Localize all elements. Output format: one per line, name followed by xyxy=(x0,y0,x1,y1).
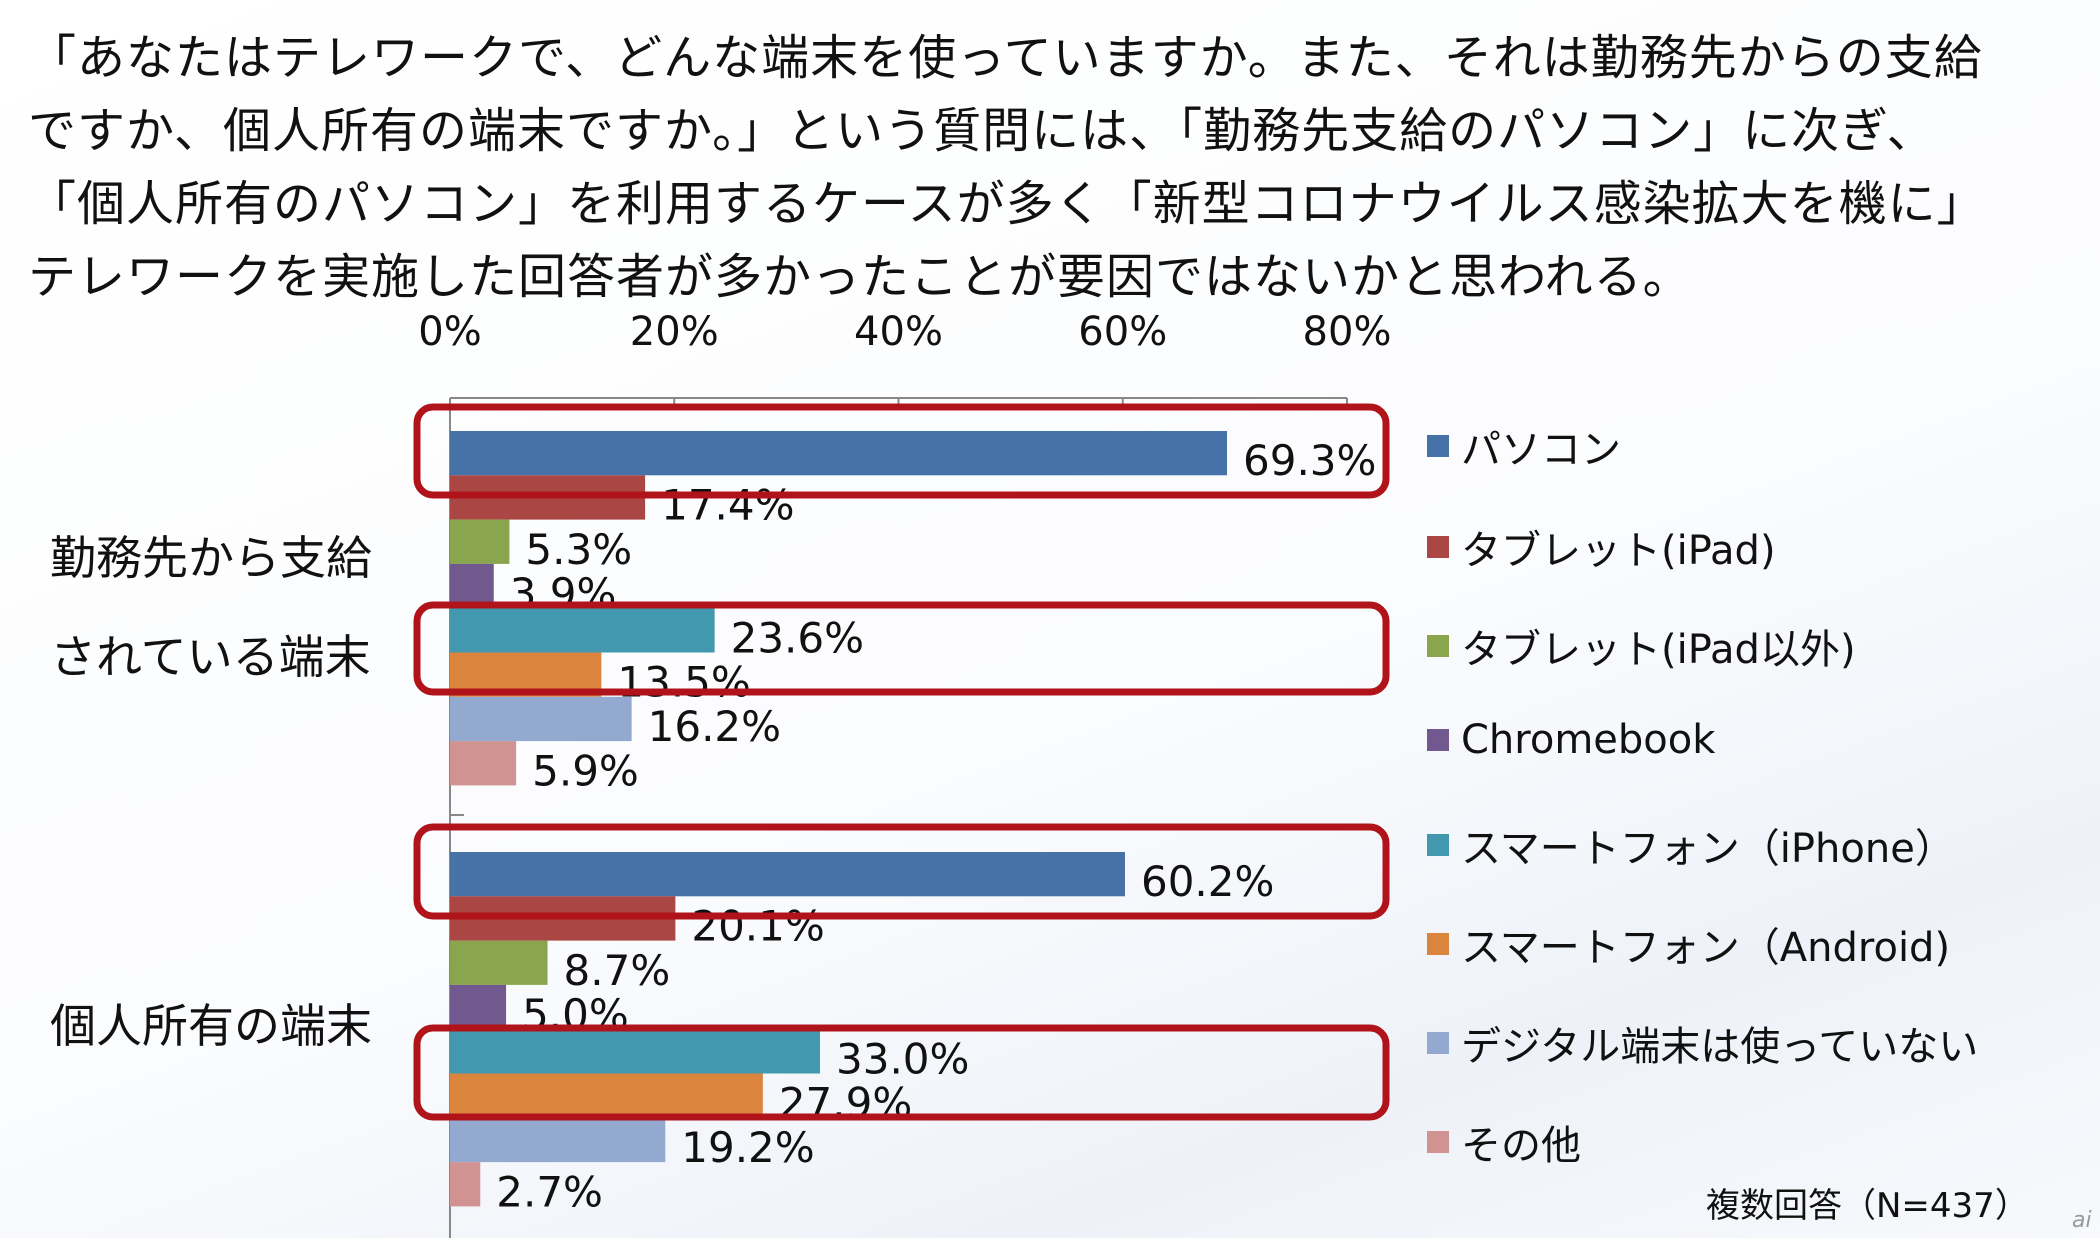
highlight-box xyxy=(413,403,1390,499)
legend-swatch xyxy=(1427,1032,1449,1054)
description-paragraph: 「あなたはテレワークで、どんな端末を使っていますか。また、それは勤務先からの支給… xyxy=(28,22,2088,314)
legend-item: デジタル端末は使っていない xyxy=(1427,1014,1978,1072)
data-label: 19.2% xyxy=(681,1123,814,1172)
data-label: 5.3% xyxy=(525,525,632,574)
data-label: 69.3% xyxy=(1243,436,1376,485)
legend-label: Chromebook xyxy=(1461,717,1716,763)
paragraph-line: 「個人所有のパソコン」を利用するケースが多く「新型コロナウイルス感染拡大を機に」 xyxy=(28,176,1986,232)
paragraph-line: テレワークを実施した回答者が多かったことが要因ではないかと思われる。 xyxy=(28,249,1692,305)
bar xyxy=(450,1029,821,1074)
bar xyxy=(450,1073,763,1118)
x-tick-label: 80% xyxy=(1303,309,1392,355)
legend-item: スマートフォン（iPhone） xyxy=(1427,816,1955,874)
legend-item: スマートフォン（Android) xyxy=(1427,915,1950,973)
x-tick-label: 60% xyxy=(1078,309,1167,355)
paragraph-line: 「あなたはテレワークで、どんな端末を使っていますか。また、それは勤務先からの支給 xyxy=(28,30,1983,86)
category-label-company-line2: されている端末 xyxy=(50,630,371,684)
bar xyxy=(450,1162,481,1207)
category-label-personal: 個人所有の端末 xyxy=(50,999,372,1053)
bar xyxy=(450,519,510,564)
bar xyxy=(450,741,517,786)
highlight-box xyxy=(413,823,1390,920)
legend-swatch xyxy=(1427,933,1449,955)
legend-swatch xyxy=(1427,635,1449,657)
legend-item: タブレット(iPad) xyxy=(1427,518,1776,576)
legend-item: タブレット(iPad以外) xyxy=(1427,617,1856,675)
data-label: 33.0% xyxy=(836,1034,969,1083)
legend-swatch xyxy=(1427,729,1449,751)
legend-label: スマートフォン（iPhone） xyxy=(1461,826,1955,872)
legend-swatch xyxy=(1427,834,1449,856)
data-label: 2.7% xyxy=(496,1167,603,1216)
legend-swatch xyxy=(1427,536,1449,558)
data-label: 8.7% xyxy=(564,946,671,995)
data-label: 20.1% xyxy=(691,901,824,950)
legend-label: デジタル端末は使っていない xyxy=(1461,1024,1979,1070)
x-tick-label: 40% xyxy=(854,309,943,355)
data-label: 23.6% xyxy=(731,613,864,662)
legend-label: タブレット(iPad以外) xyxy=(1461,627,1856,673)
bar xyxy=(450,608,715,653)
legend-swatch xyxy=(1427,1131,1449,1153)
bar xyxy=(450,984,507,1030)
legend-label: その他 xyxy=(1461,1123,1581,1169)
paragraph-line: ですか、個人所有の端末ですか。」という質問には、「勤務先支給のパソコン」に次ぎ、 xyxy=(28,103,1936,159)
bar xyxy=(450,940,548,985)
data-label: 17.4% xyxy=(661,480,794,529)
legend-item: パソコン xyxy=(1427,417,1621,475)
bar xyxy=(450,696,632,742)
bar xyxy=(450,563,494,609)
legend-label: タブレット(iPad) xyxy=(1461,528,1776,574)
legend-item: Chromebook xyxy=(1427,717,1715,763)
category-label-company: 勤務先から支給 xyxy=(50,531,372,585)
data-label: 13.5% xyxy=(617,658,750,707)
bar xyxy=(450,1117,666,1163)
legend-label: パソコン xyxy=(1461,427,1621,473)
footnote: 複数回答（N=437） xyxy=(1706,1186,2029,1226)
bar xyxy=(450,431,1228,476)
x-tick-label: 20% xyxy=(630,309,719,355)
highlight-box xyxy=(413,1024,1390,1121)
highlight-box xyxy=(413,601,1390,696)
x-tick-label: 0% xyxy=(418,309,481,355)
data-label: 16.2% xyxy=(648,702,781,751)
data-label: 5.9% xyxy=(532,746,639,795)
legend-item: その他 xyxy=(1427,1113,1581,1171)
bar xyxy=(450,852,1125,897)
data-label: 60.2% xyxy=(1141,857,1274,906)
legend-label: スマートフォン（Android) xyxy=(1461,925,1951,971)
legend-swatch xyxy=(1427,435,1449,457)
watermark-logo: ai xyxy=(2072,1208,2092,1233)
